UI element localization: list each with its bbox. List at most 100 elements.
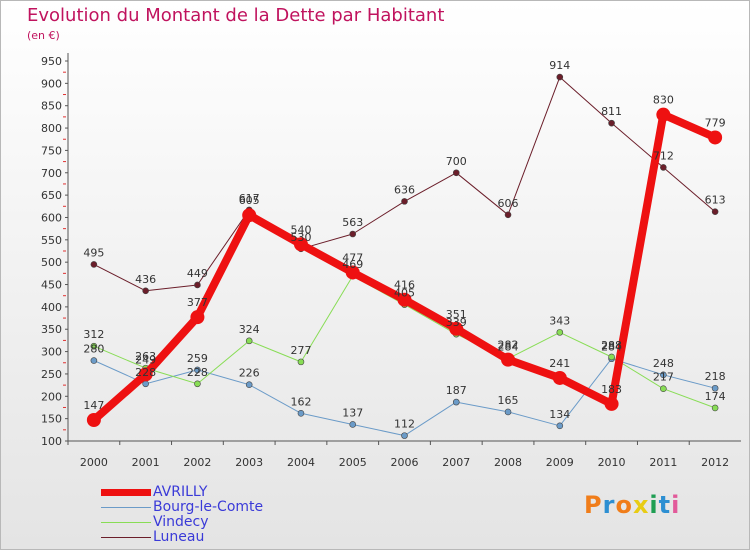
legend-swatch: [101, 489, 151, 496]
legend-label: Vindecy: [153, 514, 209, 530]
data-label-vindecy: 343: [549, 314, 570, 327]
data-label-luneau: 449: [187, 267, 208, 280]
y-tick-label: 800: [41, 122, 62, 135]
y-tick-label: 300: [41, 346, 62, 359]
data-label-vindecy: 288: [601, 339, 622, 352]
x-tick-label: 2003: [235, 456, 263, 469]
data-label-bourg: 248: [653, 357, 674, 370]
data-point-avrilly: [449, 321, 464, 336]
data-point-avrilly: [708, 130, 723, 145]
data-point-bourg: [297, 409, 305, 417]
data-point-bourg: [142, 380, 149, 388]
data-label-bourg: 259: [187, 352, 208, 365]
data-point-avrilly: [656, 107, 671, 122]
chart-data-labels: 147 249 377 605 540 477 416 351 282 241 183 830 779 2…: [83, 59, 725, 431]
data-point-bourg: [504, 408, 512, 416]
chart-axes: 100 150 200 250 300 350 400 450 500 550 600 650 700 7…: [41, 53, 741, 469]
logo-letter: o: [615, 491, 633, 519]
data-label-luneau: 613: [705, 194, 726, 207]
data-label-luneau: 436: [135, 273, 156, 286]
data-label-avrilly: 779: [705, 116, 726, 129]
data-point-luneau: [711, 208, 719, 215]
data-label-bourg: 218: [705, 370, 726, 383]
data-point-avrilly: [397, 292, 412, 307]
x-tick-label: 2000: [80, 456, 108, 469]
legend-label: Luneau: [153, 529, 205, 545]
y-tick-label: 900: [41, 77, 62, 90]
data-point-bourg: [452, 398, 460, 406]
data-point-luneau: [349, 230, 357, 238]
y-tick-label: 700: [41, 167, 62, 180]
data-point-bourg: [349, 421, 357, 428]
data-point-avrilly: [604, 396, 619, 411]
data-label-luneau: 495: [83, 246, 104, 259]
chart-series-lines: [86, 73, 723, 439]
data-label-avrilly: 377: [187, 296, 208, 309]
y-tick-label: 200: [41, 390, 62, 403]
data-point-vindecy: [711, 404, 719, 412]
data-label-bourg: 162: [290, 395, 311, 408]
data-label-avrilly: 830: [653, 94, 674, 107]
x-tick-label: 2002: [183, 456, 211, 469]
data-point-luneau: [504, 211, 512, 219]
y-tick-label: 350: [41, 323, 62, 336]
data-label-luneau: 712: [653, 149, 674, 162]
data-point-avrilly: [190, 310, 205, 325]
data-point-bourg: [711, 384, 719, 392]
data-label-bourg: 137: [342, 406, 363, 419]
data-label-avrilly: 282: [498, 339, 519, 352]
y-tick-label: 850: [41, 100, 62, 113]
data-label-avrilly: 241: [549, 357, 570, 370]
y-tick-label: 600: [41, 211, 62, 224]
data-label-bourg: 187: [446, 384, 467, 397]
logo-letter: i: [671, 491, 681, 519]
data-point-vindecy: [297, 358, 305, 366]
data-point-bourg: [556, 422, 564, 430]
x-tick-label: 2005: [339, 456, 367, 469]
data-point-avrilly: [293, 237, 308, 252]
data-point-luneau: [556, 73, 564, 81]
x-tick-label: 2009: [546, 456, 574, 469]
logo-letter: r: [602, 491, 616, 519]
data-point-bourg: [401, 432, 408, 439]
logo-letter: t: [658, 491, 672, 519]
data-label-bourg: 280: [83, 343, 104, 356]
legend-item-luneau: Luneau: [101, 529, 263, 545]
y-tick-label: 250: [41, 368, 62, 381]
data-label-vindecy: 174: [705, 390, 726, 403]
data-point-bourg: [90, 357, 98, 364]
data-label-avrilly: 249: [135, 353, 156, 366]
legend-item-vindecy: Vindecy: [101, 514, 263, 530]
data-point-luneau: [194, 281, 201, 289]
data-label-avrilly: 351: [446, 308, 467, 321]
data-label-bourg: 112: [394, 418, 415, 431]
data-label-bourg: 284: [601, 341, 622, 354]
y-tick-label: 650: [41, 189, 62, 202]
data-label-vindecy: 324: [239, 323, 260, 336]
y-tick-label: 100: [41, 435, 62, 448]
data-point-vindecy: [556, 329, 564, 336]
data-point-avrilly: [552, 370, 567, 385]
data-point-luneau: [142, 287, 149, 295]
data-label-bourg: 134: [549, 408, 570, 421]
x-tick-label: 2012: [701, 456, 729, 469]
data-label-vindecy: 263: [135, 350, 156, 363]
data-label-vindecy: 469: [342, 258, 363, 271]
data-point-luneau: [90, 261, 98, 268]
data-label-bourg: 226: [239, 367, 260, 380]
x-tick-label: 2010: [598, 456, 626, 469]
data-point-avrilly: [138, 367, 153, 382]
data-point-avrilly: [86, 412, 101, 427]
data-label-luneau: 617: [239, 192, 260, 205]
x-tick-label: 2001: [132, 456, 160, 469]
data-label-luneau: 700: [446, 155, 467, 168]
data-label-avrilly: 147: [83, 399, 104, 412]
data-label-avrilly: 183: [601, 383, 622, 396]
proxiti-logo: Proxiti: [584, 491, 680, 519]
y-tick-label: 950: [41, 55, 62, 68]
x-tick-label: 2004: [287, 456, 315, 469]
y-tick-label: 500: [41, 256, 62, 269]
legend-swatch: [101, 521, 151, 524]
